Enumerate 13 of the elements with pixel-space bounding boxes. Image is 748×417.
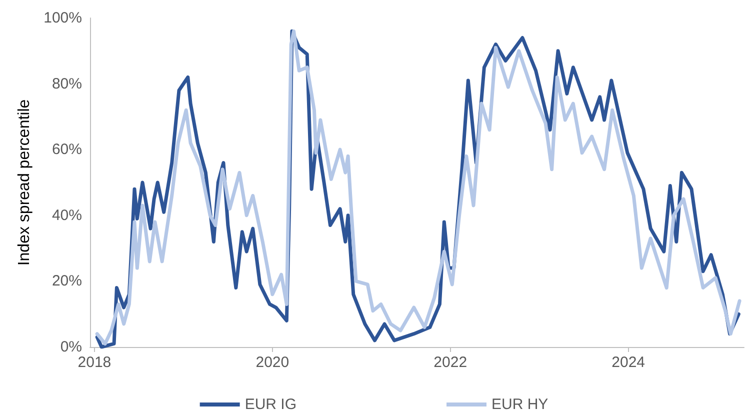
y-tick-label: 60% [52,141,82,158]
legend-label: EUR HY [492,396,548,413]
x-tick-label: 2020 [256,354,290,371]
x-tick-label: 2018 [78,354,112,371]
legend-label: EUR IG [244,396,297,413]
y-tick-label: 20% [52,272,82,290]
y-axis-title: Index spread percentile [16,99,34,266]
y-tick-label: 40% [52,206,82,224]
y-tick-label: 0% [60,338,82,356]
y-tick-label: 80% [52,75,82,92]
x-tick-label: 2024 [612,354,646,371]
y-tick-label: 100% [44,10,82,26]
x-tick-label: 2022 [434,354,468,371]
